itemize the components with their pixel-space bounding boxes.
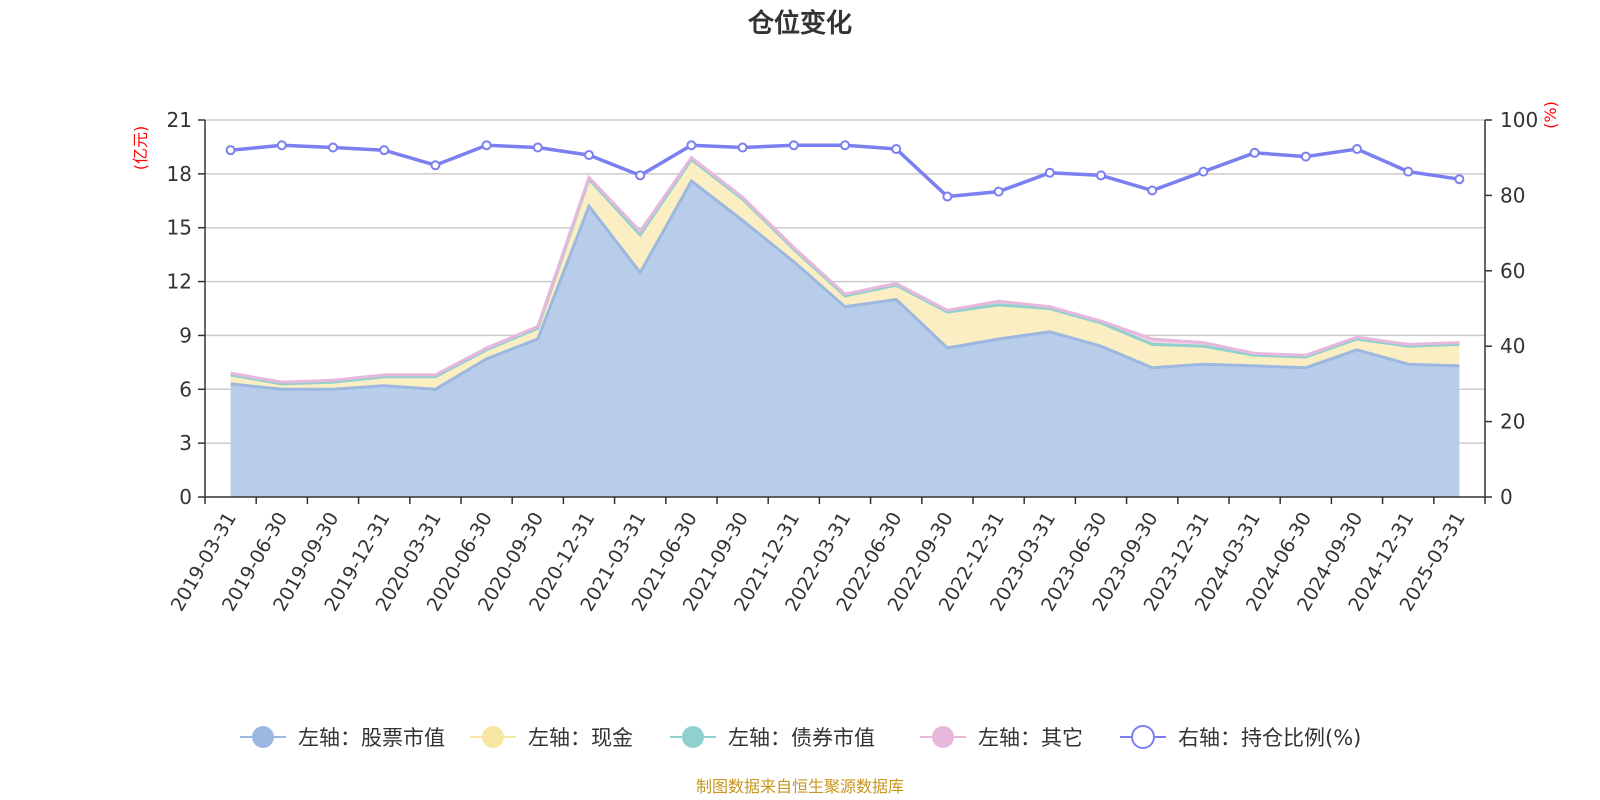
ratio-point	[1044, 167, 1055, 178]
legend-item: 右轴：持仓比例(%)	[1120, 725, 1361, 750]
legend-marker	[252, 726, 274, 748]
left-y-tick-label: 18	[167, 162, 192, 186]
ratio-point	[788, 140, 799, 151]
ratio-point	[225, 145, 236, 156]
legend: 左轴：股票市值 左轴：现金 左轴：债券市值 左轴：其它 右轴：持仓比例(%)	[240, 725, 1361, 750]
right-y-tick-label: 80	[1500, 183, 1525, 207]
area-edge-line	[230, 178, 1460, 391]
ratio-point	[635, 170, 646, 181]
ratio-line	[230, 143, 1460, 199]
ratio-point	[481, 140, 492, 151]
axes: 0 3 6 9 12 15 18 21 0 20 40 60 80 100	[167, 108, 1539, 509]
ratio-point	[1300, 151, 1311, 162]
area-edge-line	[230, 155, 1460, 384]
left-y-tick-label: 6	[179, 377, 192, 401]
ratio-point	[1198, 166, 1209, 177]
right-y-tick-label: 0	[1500, 485, 1513, 509]
ratio-point	[379, 145, 390, 156]
ratio-point	[891, 144, 902, 155]
right-y-tick-label: 40	[1500, 334, 1525, 358]
x-tick-labels: 2019-03-312019-06-302019-09-302019-12-31…	[167, 509, 1470, 616]
ratio-point	[430, 160, 441, 171]
legend-marker	[932, 726, 954, 748]
legend-marker	[682, 726, 704, 748]
area-edge-line	[230, 157, 1460, 386]
ratio-point	[276, 140, 287, 151]
left-axis-unit: (亿元)	[131, 126, 150, 171]
ratio-point	[1454, 174, 1465, 185]
legend-marker	[482, 726, 504, 748]
left-y-tick-label: 0	[179, 485, 192, 509]
ratio-point	[1249, 147, 1260, 158]
ratio-point	[1403, 166, 1414, 177]
legend-item: 左轴：股票市值	[240, 726, 445, 750]
data-source-note: 制图数据来自恒生聚源数据库	[696, 777, 904, 796]
ratio-point	[1147, 185, 1158, 196]
ratio-point	[686, 140, 697, 151]
left-y-tick-label: 15	[167, 216, 192, 240]
right-y-tick-label: 20	[1500, 410, 1525, 434]
ratio-point	[1352, 144, 1362, 155]
ratio-point	[737, 142, 748, 153]
legend-label: 左轴：其它	[978, 726, 1083, 750]
left-y-tick-label: 21	[167, 108, 192, 132]
ratio-point	[942, 191, 953, 202]
area-0	[230, 181, 1460, 497]
chart-title: 仓位变化	[747, 8, 852, 39]
right-y-tick-label: 100	[1500, 108, 1538, 132]
left-y-tick-label: 3	[179, 431, 192, 455]
left-y-tick-label: 9	[179, 323, 192, 347]
ratio-point	[532, 142, 543, 153]
legend-label: 左轴：股票市值	[298, 726, 445, 750]
stacked-areas	[230, 155, 1460, 497]
legend-marker	[1131, 725, 1155, 749]
ratio-point	[840, 140, 850, 151]
legend-label: 左轴：现金	[528, 726, 633, 750]
legend-label: 右轴：持仓比例(%)	[1178, 726, 1361, 750]
legend-item: 左轴：债券市值	[670, 726, 875, 750]
area-1	[230, 159, 1460, 390]
right-axis-unit: (%)	[1541, 101, 1560, 129]
ratio-point	[584, 150, 594, 161]
legend-item: 左轴：其它	[920, 726, 1083, 750]
ratio-point	[328, 142, 338, 153]
ratio-point	[993, 186, 1004, 197]
left-y-tick-label: 12	[167, 270, 192, 294]
right-y-tick-label: 60	[1500, 259, 1525, 283]
legend-label: 左轴：债券市值	[728, 726, 875, 750]
legend-item: 左轴：现金	[470, 726, 633, 750]
position-ratio-line	[225, 140, 1465, 202]
ratio-point	[1096, 170, 1106, 181]
